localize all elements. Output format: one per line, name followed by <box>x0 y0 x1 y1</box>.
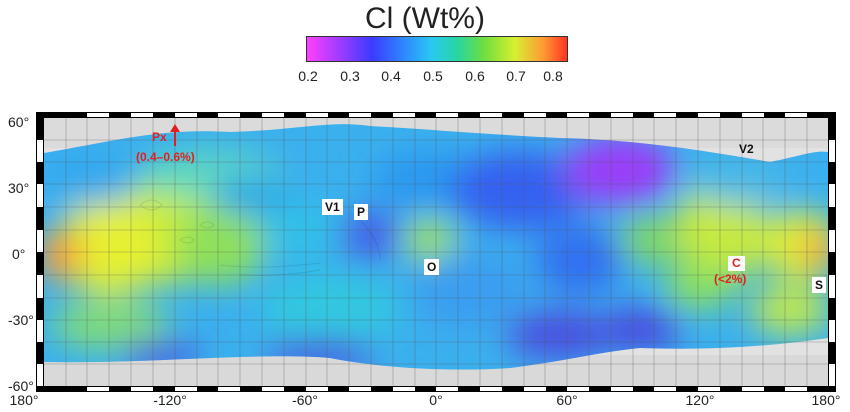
lat-tick-label: -30° <box>8 312 34 328</box>
px-range: (0.4–0.6%) <box>136 150 195 164</box>
colorbar-tick: 0.8 <box>543 68 563 84</box>
lat-tick-label: 30° <box>8 180 30 196</box>
lat-tick-label: 60° <box>8 114 30 130</box>
colorbar-tick: 0.4 <box>381 68 401 84</box>
lat-tick-label: 0° <box>12 246 26 262</box>
px-label: Px <box>152 130 167 144</box>
colorbar-tick: 0.2 <box>298 68 318 84</box>
site-label-v2: V2 <box>739 142 754 156</box>
site-label-s: S <box>812 277 827 293</box>
site-label-p: P <box>354 204 369 220</box>
map-frame <box>36 112 836 392</box>
colorbar-tick: 0.3 <box>340 68 360 84</box>
lon-tick-label: 60° <box>556 392 578 408</box>
graticule <box>44 118 828 386</box>
lon-tick-label: 120° <box>685 392 715 408</box>
colorbar <box>306 36 568 62</box>
lat-tick-label: -60° <box>8 378 34 394</box>
lon-tick-label: -120° <box>153 392 187 408</box>
lon-tick-label: 180° <box>811 392 841 408</box>
lon-tick-label: -60° <box>292 392 318 408</box>
c-label: C <box>728 256 745 271</box>
c-range: (<2%) <box>714 272 747 286</box>
lon-tick-label: 180° <box>9 392 39 408</box>
chart-title: Cl (Wt%) <box>365 2 485 35</box>
mars-chlorine-map <box>36 112 836 392</box>
lon-tick-label: 0° <box>429 392 443 408</box>
colorbar-tick: 0.6 <box>465 68 485 84</box>
colorbar-tick: 0.5 <box>423 68 443 84</box>
site-label-v1: V1 <box>322 199 343 215</box>
colorbar-tick: 0.7 <box>506 68 526 84</box>
site-label-o: O <box>424 259 440 275</box>
px-arrow <box>170 124 180 146</box>
